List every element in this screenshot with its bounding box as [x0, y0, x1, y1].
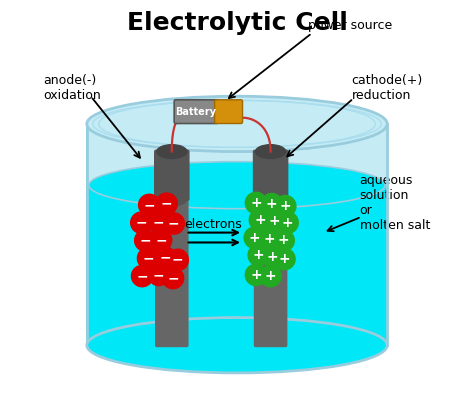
FancyBboxPatch shape [254, 197, 287, 347]
Text: +: + [269, 214, 280, 228]
Text: −: − [153, 268, 164, 282]
Text: −: − [155, 233, 167, 247]
Circle shape [274, 248, 295, 270]
Text: −: − [142, 251, 154, 265]
FancyBboxPatch shape [253, 150, 288, 201]
FancyBboxPatch shape [215, 100, 243, 123]
FancyBboxPatch shape [154, 150, 190, 201]
Text: −: − [172, 253, 183, 267]
Text: +: + [278, 234, 290, 248]
Text: anode(-)
oxidation: anode(-) oxidation [43, 74, 101, 102]
Circle shape [264, 210, 285, 231]
Text: +: + [250, 196, 262, 210]
FancyBboxPatch shape [155, 197, 189, 347]
Text: +: + [279, 199, 291, 213]
Text: +: + [279, 252, 290, 266]
Circle shape [167, 249, 188, 271]
Circle shape [259, 228, 280, 249]
Circle shape [156, 193, 177, 215]
Text: −: − [167, 271, 179, 285]
Ellipse shape [89, 162, 385, 209]
Ellipse shape [256, 191, 285, 207]
Text: −: − [161, 197, 173, 211]
Text: +: + [250, 268, 262, 282]
Circle shape [261, 193, 283, 215]
Circle shape [162, 267, 183, 289]
Text: +: + [265, 269, 276, 283]
Text: aqueous
solution
or
molten salt: aqueous solution or molten salt [359, 174, 430, 232]
Text: +: + [249, 231, 261, 245]
Text: −: − [136, 216, 147, 230]
Circle shape [277, 212, 298, 233]
Ellipse shape [255, 191, 286, 207]
Circle shape [273, 230, 294, 251]
Circle shape [137, 248, 159, 269]
Ellipse shape [157, 191, 187, 207]
Circle shape [246, 264, 267, 285]
Text: Electrolytic Cell: Electrolytic Cell [127, 11, 347, 35]
Circle shape [131, 212, 152, 233]
Circle shape [260, 265, 281, 287]
Ellipse shape [156, 144, 188, 159]
Circle shape [163, 213, 184, 234]
Circle shape [274, 195, 296, 217]
Circle shape [155, 247, 176, 268]
Circle shape [249, 209, 271, 230]
Text: −: − [168, 217, 180, 230]
Text: cathode(+)
reduction: cathode(+) reduction [352, 74, 423, 102]
Text: +: + [267, 250, 278, 264]
Circle shape [262, 246, 283, 267]
Circle shape [147, 211, 169, 232]
Circle shape [138, 194, 160, 216]
Circle shape [244, 227, 265, 248]
Circle shape [131, 265, 153, 287]
Text: power source: power source [308, 19, 392, 31]
Text: +: + [264, 232, 275, 246]
Ellipse shape [87, 318, 387, 373]
FancyBboxPatch shape [174, 100, 218, 123]
Text: −: − [137, 269, 148, 283]
Text: +: + [254, 213, 266, 227]
Text: +: + [253, 248, 264, 262]
Ellipse shape [87, 96, 387, 152]
Text: −: − [139, 234, 151, 248]
Polygon shape [87, 124, 387, 185]
Polygon shape [87, 124, 387, 373]
Text: +: + [282, 216, 293, 230]
Circle shape [135, 230, 156, 251]
Text: −: − [152, 215, 164, 229]
Circle shape [246, 192, 267, 214]
Circle shape [150, 229, 172, 251]
Text: −: − [144, 198, 155, 212]
Text: +: + [266, 197, 278, 211]
Text: −: − [159, 250, 171, 265]
Circle shape [248, 244, 269, 266]
Text: Battery: Battery [174, 107, 216, 117]
Text: electrons: electrons [184, 218, 242, 231]
Ellipse shape [156, 191, 188, 207]
Ellipse shape [255, 144, 286, 159]
Circle shape [148, 264, 169, 285]
